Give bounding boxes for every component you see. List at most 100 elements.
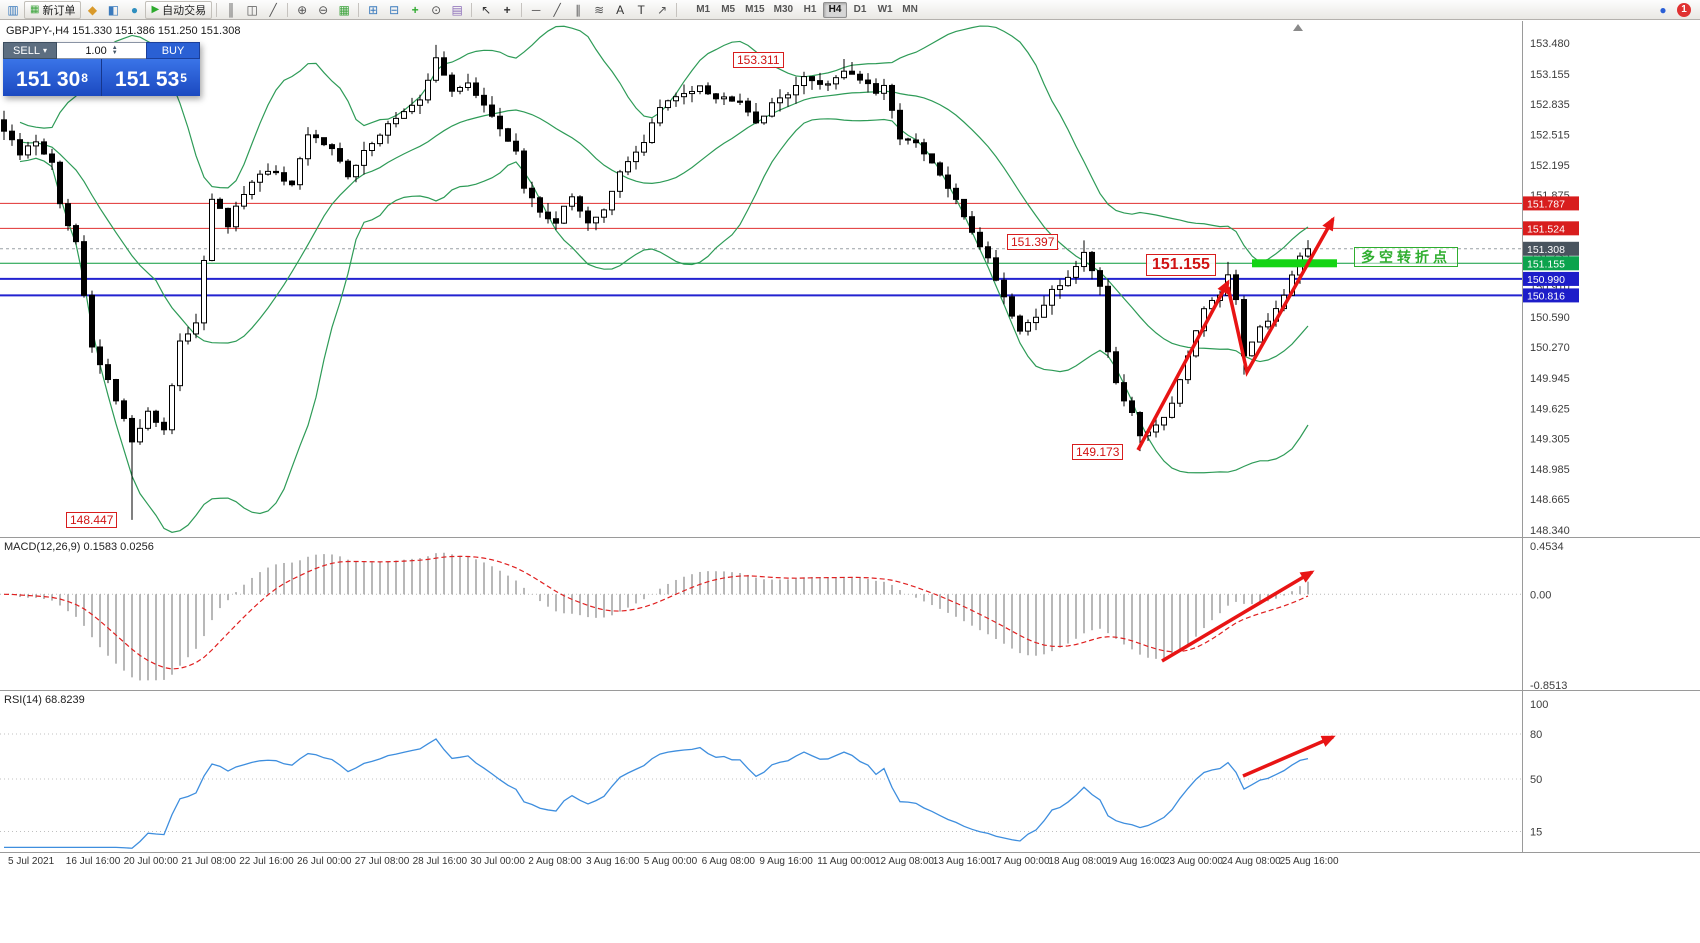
svg-text:149.625: 149.625	[1530, 403, 1570, 415]
cursor-icon[interactable]: ↖	[481, 2, 492, 17]
volume-input[interactable]: 1.00 ▲ ▼	[57, 42, 146, 59]
time-axis-label: 24 Aug 08:00	[1221, 856, 1281, 867]
period-clock-icon[interactable]: ⊙	[431, 2, 442, 17]
new-order-label: 新订单	[42, 4, 76, 17]
horizontal-line-icon[interactable]: ─	[531, 2, 541, 17]
svg-text:-0.8513: -0.8513	[1530, 680, 1567, 692]
sell-price-fraction: 8	[81, 71, 88, 85]
cascade-windows-icon[interactable]: ⊟	[389, 2, 400, 17]
time-axis-label: 9 Aug 16:00	[759, 856, 813, 867]
trendline-icon[interactable]: ╱	[553, 2, 561, 17]
text-icon[interactable]: A	[616, 2, 625, 17]
price-callout: 148.447	[66, 512, 118, 528]
time-axis-label: 25 Aug 16:00	[1279, 856, 1339, 867]
connection-icon[interactable]: ●	[1659, 2, 1667, 17]
timeframe-button-m5[interactable]: M5	[721, 4, 736, 15]
rsi-indicator-label: RSI(14) 68.8239	[4, 694, 85, 706]
time-axis-label: 6 Aug 08:00	[701, 856, 755, 867]
price-tag	[1523, 288, 1579, 303]
macd-indicator-label: MACD(12,26,9) 0.1583 0.0256	[4, 541, 154, 553]
time-axis-label: 23 Aug 00:00	[1164, 856, 1223, 867]
notification-badge[interactable]: 1	[1677, 2, 1691, 17]
price-tag	[1523, 271, 1579, 286]
time-axis-label: 2 Aug 08:00	[528, 856, 582, 867]
fibonacci-icon[interactable]: ≋	[594, 2, 605, 17]
zoom-in-icon[interactable]: ⊕	[297, 2, 308, 17]
volume-stepper[interactable]: ▲ ▼	[111, 44, 118, 56]
indicators-icon[interactable]: +	[411, 2, 419, 17]
buy-tab-label: BUY	[161, 44, 185, 57]
sell-tab[interactable]: SELL ▾	[3, 42, 57, 59]
svg-text:151.308: 151.308	[1527, 244, 1565, 256]
channel-icon[interactable]: ∥	[575, 2, 582, 17]
toolbar-separator	[521, 2, 523, 17]
svg-text:15: 15	[1530, 827, 1542, 839]
time-axis-label: 17 Aug 00:00	[990, 856, 1050, 867]
svg-text:151.524: 151.524	[1527, 223, 1565, 235]
sell-button[interactable]: 151 30 8	[3, 59, 102, 96]
svg-text:151.787: 151.787	[1527, 198, 1565, 210]
data-window-icon[interactable]: ◧	[107, 2, 120, 17]
navigator-icon[interactable]: ●	[130, 2, 139, 17]
grid-icon[interactable]: ▦	[338, 2, 350, 17]
timeframe-button-w1[interactable]: W1	[877, 4, 893, 15]
autotrade-play-icon: ▶	[151, 4, 160, 15]
pivot-highlight-bar	[1252, 259, 1337, 268]
trend-arrow	[1226, 216, 1335, 377]
svg-text:149.305: 149.305	[1530, 434, 1570, 446]
chart-shift-marker	[1293, 24, 1303, 31]
timeframe-button-mn[interactable]: MN	[902, 4, 918, 15]
chevron-down-icon: ▾	[42, 46, 47, 55]
timeframe-button-m30[interactable]: M30	[773, 4, 794, 15]
buy-price: 151 53	[115, 68, 180, 91]
price-tag	[1523, 256, 1579, 271]
new-order-button[interactable]: ▦ 新订单	[24, 0, 82, 19]
new-chart-icon[interactable]: ▥	[7, 2, 19, 17]
buy-tab[interactable]: BUY	[146, 42, 200, 59]
market-watch-icon[interactable]: ◆	[87, 2, 98, 17]
new-order-icon: ▦	[30, 4, 40, 15]
buy-button[interactable]: 151 53 5	[102, 59, 200, 96]
svg-text:150.990: 150.990	[1527, 274, 1565, 286]
svg-text:0.4534: 0.4534	[1530, 541, 1564, 553]
toolbar-separator	[287, 2, 289, 17]
templates-icon[interactable]: ▤	[451, 2, 463, 17]
svg-text:150.590: 150.590	[1530, 312, 1570, 324]
candlestick-type-icon[interactable]: ◫	[246, 2, 258, 17]
line-chart-type-icon[interactable]: ╱	[269, 2, 277, 17]
time-axis[interactable]: 5 Jul 2021 16 Jul 16:00 20 Jul 00:00 21 Jul…	[0, 856, 1700, 872]
rsi-panel	[0, 733, 1522, 849]
time-axis-label: 22 Jul 16:00	[239, 856, 294, 867]
svg-text:152.835: 152.835	[1530, 99, 1570, 111]
timeframe-button-h1[interactable]: H1	[803, 4, 817, 15]
zoom-out-icon[interactable]: ⊖	[318, 2, 329, 17]
timeframe-button-m15[interactable]: M15	[745, 4, 765, 15]
volume-value: 1.00	[85, 44, 107, 57]
toolbar-separator	[216, 2, 218, 17]
time-axis-label: 26 Jul 00:00	[297, 856, 352, 867]
price-callout: 151.397	[1007, 234, 1059, 250]
svg-text:148.340: 148.340	[1530, 525, 1570, 537]
trend-arrow	[1161, 570, 1315, 663]
autotrade-button[interactable]: ▶ 自动交易	[145, 0, 213, 19]
svg-text:150.270: 150.270	[1530, 342, 1570, 354]
time-axis-label: 12 Aug 08:00	[875, 856, 934, 867]
timeframe-button-m1[interactable]: M1	[696, 4, 711, 15]
text-label-icon[interactable]: T	[637, 2, 645, 17]
timeframe-button-d1[interactable]: D1	[853, 4, 867, 15]
time-axis-label: 30 Jul 00:00	[470, 856, 525, 867]
svg-text:50: 50	[1530, 774, 1542, 786]
arrows-tool-icon[interactable]: ↗	[657, 2, 668, 17]
timeframe-toolbar: M1 M5 M15 M30 H1 H4 D1 W1 MN	[691, 1, 922, 18]
svg-text:148.665: 148.665	[1530, 494, 1570, 506]
price-tag	[1523, 241, 1579, 256]
time-axis-label: 27 Jul 08:00	[354, 856, 410, 867]
tile-windows-icon[interactable]: ⊞	[368, 2, 379, 17]
crosshair-icon[interactable]: +	[503, 2, 511, 17]
time-axis-label: 5 Aug 00:00	[643, 856, 698, 867]
bar-chart-type-icon[interactable]: ║	[226, 2, 236, 17]
timeframe-button-h4[interactable]: H4	[823, 1, 848, 18]
time-axis-label: 18 Aug 08:00	[1048, 856, 1108, 867]
sell-tab-label: SELL	[13, 44, 40, 57]
